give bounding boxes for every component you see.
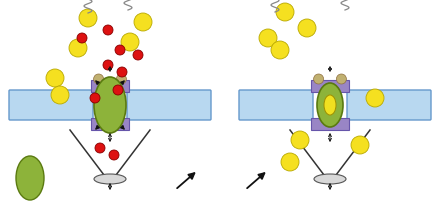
Circle shape	[291, 131, 309, 149]
Circle shape	[134, 13, 152, 31]
Circle shape	[103, 25, 113, 35]
FancyBboxPatch shape	[347, 90, 431, 120]
Circle shape	[117, 67, 127, 77]
Circle shape	[133, 50, 143, 60]
Circle shape	[115, 45, 125, 55]
FancyBboxPatch shape	[311, 118, 349, 130]
Ellipse shape	[94, 77, 126, 133]
Circle shape	[276, 3, 294, 21]
Circle shape	[109, 150, 119, 160]
FancyBboxPatch shape	[311, 80, 349, 92]
Ellipse shape	[324, 95, 336, 115]
Circle shape	[69, 39, 87, 57]
FancyBboxPatch shape	[91, 80, 129, 92]
Circle shape	[103, 60, 113, 70]
Circle shape	[281, 153, 299, 171]
Circle shape	[121, 33, 139, 51]
Circle shape	[113, 85, 123, 95]
Circle shape	[90, 93, 100, 103]
FancyBboxPatch shape	[239, 90, 313, 120]
Ellipse shape	[16, 156, 44, 200]
Circle shape	[93, 74, 104, 84]
Circle shape	[117, 74, 126, 84]
Circle shape	[366, 89, 384, 107]
Circle shape	[79, 9, 97, 27]
Circle shape	[77, 33, 87, 43]
Circle shape	[46, 69, 64, 87]
FancyBboxPatch shape	[91, 118, 129, 130]
Circle shape	[259, 29, 277, 47]
Circle shape	[314, 74, 323, 84]
Circle shape	[336, 74, 346, 84]
Ellipse shape	[94, 174, 126, 184]
Circle shape	[351, 136, 369, 154]
Circle shape	[95, 143, 105, 153]
Ellipse shape	[314, 174, 346, 184]
Ellipse shape	[317, 83, 343, 127]
Circle shape	[271, 41, 289, 59]
FancyBboxPatch shape	[127, 90, 211, 120]
FancyBboxPatch shape	[9, 90, 93, 120]
Circle shape	[51, 86, 69, 104]
Circle shape	[298, 19, 316, 37]
